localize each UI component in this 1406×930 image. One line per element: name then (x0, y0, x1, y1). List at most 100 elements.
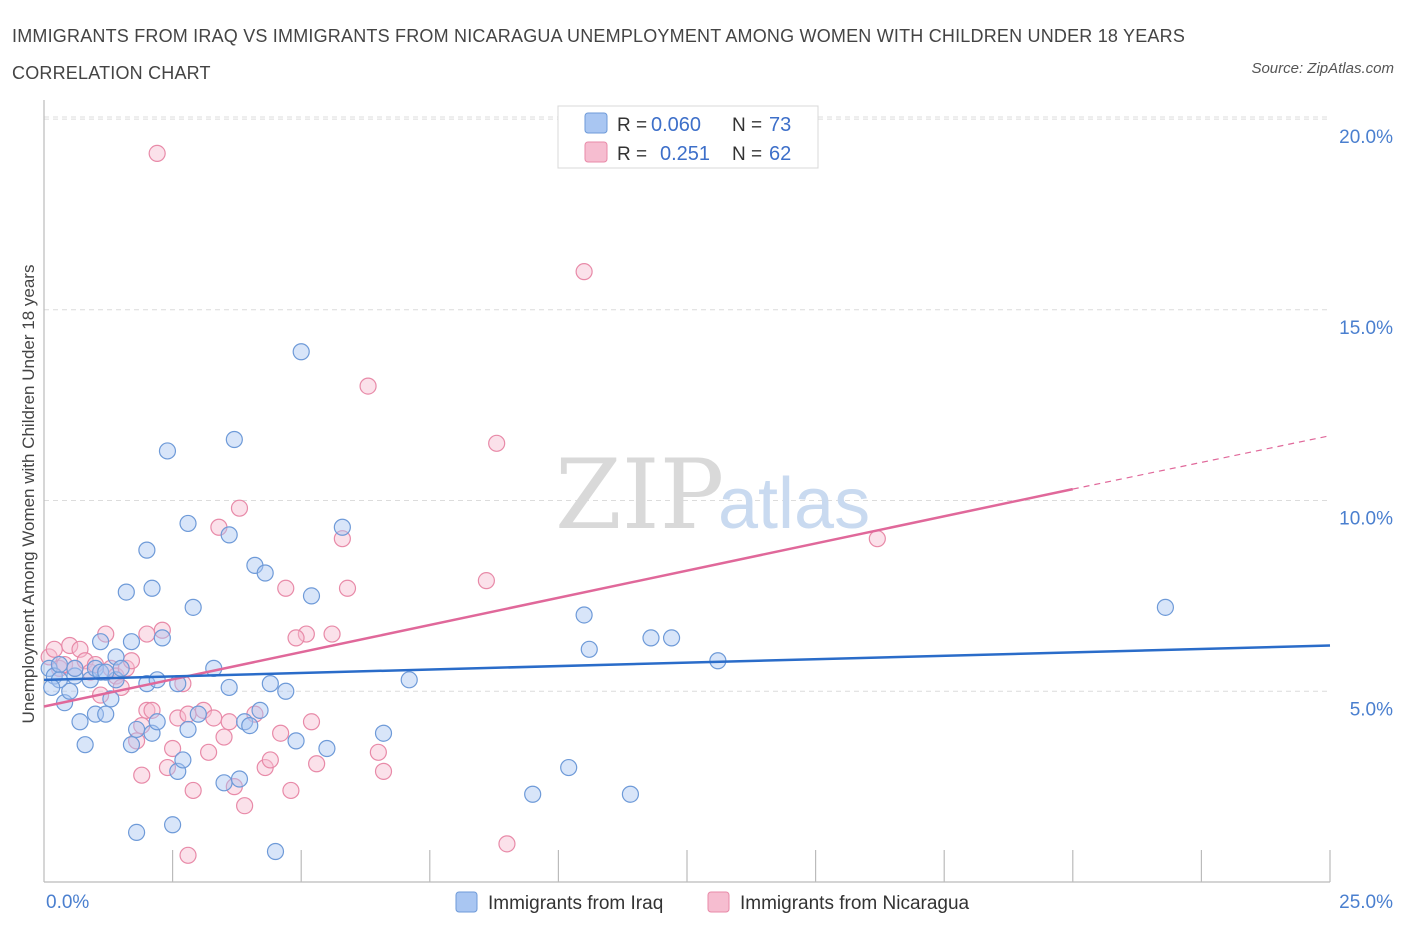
iraq-point (43, 678, 61, 697)
iraq-point (184, 598, 202, 616)
nicaragua-point (61, 636, 79, 655)
iraq-point (97, 663, 115, 681)
legend-iraq-label: Immigrants from Iraq (488, 893, 663, 914)
nicaragua-point (498, 835, 516, 853)
iraq-point (127, 720, 146, 739)
nicaragua-point (272, 724, 290, 742)
nicaragua-point (230, 499, 249, 517)
nicaragua-point (359, 377, 377, 395)
nicaragua-trend-extension (1072, 435, 1331, 490)
iraq-trend-line (43, 644, 1331, 682)
iraq-point (61, 682, 79, 700)
nicaragua-point (287, 629, 305, 647)
iraq-point (621, 785, 640, 803)
iraq-point (153, 629, 171, 647)
iraq-point (292, 343, 310, 361)
iraq-point (122, 736, 141, 754)
stats-legend: R = 0.060 N = 73 R = 0.251 N = 62 (557, 105, 819, 169)
iraq-point (179, 720, 197, 739)
watermark-atlas: atlas (718, 464, 870, 544)
chart-title: IMMIGRANTS FROM IRAQ VS IMMIGRANTS FROM … (12, 26, 1186, 83)
iraq-point (241, 716, 259, 735)
stats-iraq-n-value: 73 (769, 114, 791, 136)
nicaragua-point (200, 743, 218, 761)
stats-iraq-swatch (584, 112, 608, 134)
iraq-point (220, 678, 238, 697)
nicaragua-point (169, 709, 187, 727)
iraq-point (1156, 598, 1174, 616)
y-axis-title: Unemployment Among Women with Children U… (19, 265, 38, 724)
watermark: ZIP atlas (555, 439, 870, 551)
iraq-point (179, 514, 197, 533)
x-tick-label: 0.0% (46, 892, 89, 913)
nicaragua-point (323, 625, 341, 643)
legend-nicaragua-swatch (707, 891, 730, 913)
stats-nicaragua-swatch (584, 141, 608, 163)
iraq-point (66, 659, 84, 677)
iraq-point (71, 713, 89, 731)
iraq-point (302, 587, 321, 605)
iraq-point (91, 663, 110, 681)
iraq-point (158, 442, 177, 460)
nicaragua-point (369, 743, 387, 761)
iraq-point (662, 629, 681, 647)
iraq-point (91, 633, 110, 651)
axes-layer (43, 100, 1331, 883)
iraq-point (143, 579, 161, 597)
series-legend: Immigrants from Iraq Immigrants from Nic… (455, 891, 970, 914)
iraq-point (261, 675, 279, 693)
nicaragua-point (205, 709, 223, 727)
iraq-point (164, 816, 182, 834)
iraq-point (117, 583, 135, 601)
nicaragua-point (215, 728, 233, 746)
nicaragua-point (138, 701, 156, 719)
nicaragua-point (133, 766, 151, 784)
y-tick-label: 5.0% (1350, 699, 1393, 720)
nicaragua-point (184, 781, 202, 800)
iraq-point (112, 659, 130, 677)
iraq-point (251, 701, 269, 719)
nicaragua-point (488, 434, 506, 452)
iraq-point (230, 770, 249, 788)
stats-nicaragua-n-label: N = (732, 144, 762, 165)
iraq-point (148, 713, 166, 731)
iraq-point (256, 564, 274, 582)
y-tick-label: 15.0% (1339, 318, 1393, 339)
iraq-point (287, 732, 305, 750)
chart-source: Source: ZipAtlas.com (1251, 60, 1394, 77)
iraq-point (76, 736, 94, 754)
iraq-point (174, 751, 192, 769)
nicaragua-point (45, 640, 63, 658)
y-tick-label: 10.0% (1339, 509, 1393, 530)
legend-nicaragua-label: Immigrants from Nicaragua (740, 893, 970, 914)
nicaragua-point (277, 579, 295, 597)
iraq-point (333, 518, 351, 536)
stats-iraq-n-label: N = (732, 115, 762, 136)
iraq-point (225, 430, 243, 449)
nicaragua-point (148, 144, 166, 163)
nicaragua-point (236, 797, 254, 815)
iraq-point (220, 526, 238, 544)
y-tick-label: 20.0% (1339, 127, 1393, 148)
grid-layer (44, 116, 1330, 692)
stats-nicaragua-r-label: R = (617, 144, 647, 165)
iraq-point (318, 739, 336, 758)
nicaragua-point (261, 751, 279, 769)
legend-iraq-swatch (455, 891, 478, 913)
nicaragua-point (220, 713, 238, 731)
iraq-point (524, 785, 542, 803)
nicaragua-point (297, 625, 315, 643)
x-tick-label: 25.0% (1339, 892, 1393, 913)
iraq-point (560, 758, 578, 777)
nicaragua-point (138, 625, 156, 643)
iraq-point (580, 640, 598, 658)
trend-layer (43, 435, 1331, 708)
stats-iraq-r-label: R = (617, 115, 647, 136)
iraq-point (277, 682, 295, 700)
iraq-point (215, 774, 233, 792)
nicaragua-point (302, 713, 321, 731)
iraq-point (374, 724, 393, 742)
series-nicaragua-points (40, 144, 886, 864)
nicaragua-trend-line (43, 487, 1074, 708)
iraq-point (189, 705, 207, 723)
